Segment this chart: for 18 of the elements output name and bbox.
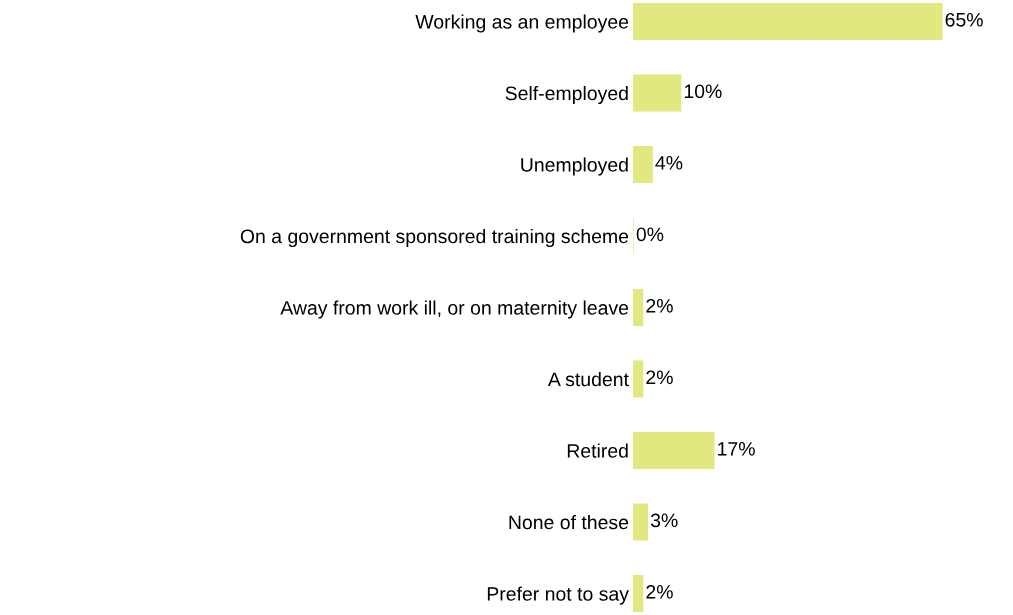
y-tick-label: Self-employed: [505, 85, 628, 105]
y-tick-label: Away from work ill, or on maternity leave: [280, 300, 629, 319]
data-label: 3%: [650, 513, 678, 528]
y-tick-label: On a government sponsored training scheme: [240, 228, 629, 248]
y-tick-label: Unemployed: [521, 157, 628, 176]
y-tick-label: Prefer not to say: [487, 586, 629, 605]
data-label: 17%: [718, 442, 755, 456]
data-label: 65%: [945, 12, 983, 27]
data-label: 2%: [646, 585, 673, 599]
y-tick-label: A student: [547, 371, 629, 387]
data-label: 2%: [646, 370, 673, 385]
y-tick-label: None of these: [509, 514, 629, 530]
data-label: 2%: [646, 298, 673, 313]
y-tick-label: Working as an employee: [415, 14, 629, 33]
data-label: 0%: [636, 227, 664, 242]
y-tick-label: Retired: [567, 443, 628, 458]
data-label: 10%: [684, 84, 722, 99]
data-label: 4%: [655, 156, 683, 170]
